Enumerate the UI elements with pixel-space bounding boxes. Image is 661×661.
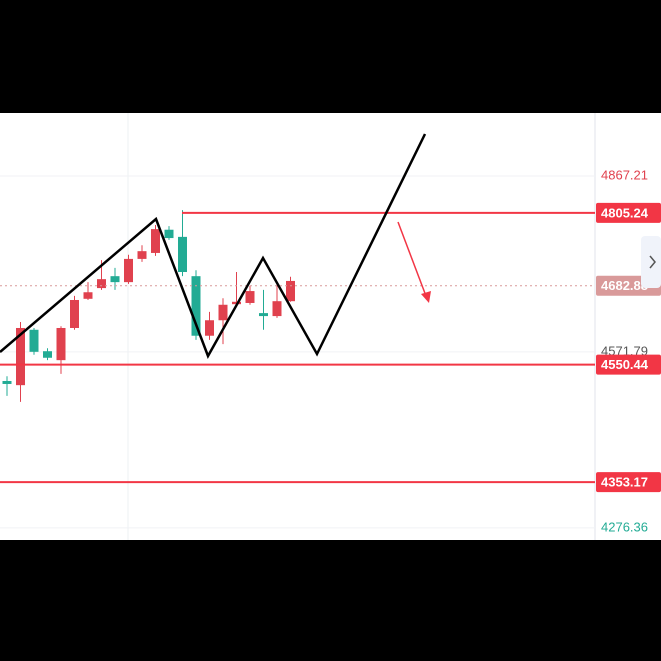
y-tick-label: 4867.21	[601, 167, 648, 182]
candle-body	[178, 236, 187, 273]
candle-body	[218, 304, 228, 321]
candle-body	[110, 276, 120, 283]
candle-body	[151, 229, 160, 253]
chevron-icon	[649, 255, 656, 269]
price-label: 4805.24	[601, 205, 649, 220]
arrow-drawing	[397, 221, 427, 297]
price-label-box	[596, 202, 661, 223]
candle-body	[205, 320, 214, 336]
candle-body	[259, 313, 268, 317]
candle-body	[191, 276, 201, 336]
candle-body	[286, 280, 295, 302]
candle-body	[124, 258, 133, 283]
price-label-box	[596, 472, 661, 493]
scroll-button[interactable]	[641, 236, 661, 288]
candle-body	[164, 229, 174, 239]
candle-body	[137, 251, 147, 259]
candle-body	[16, 327, 25, 386]
candle-body	[56, 327, 66, 361]
candle-body	[83, 292, 93, 299]
pattern-drawing	[0, 133, 427, 359]
y-tick-label: 4276.36	[601, 519, 648, 534]
candle-body	[29, 329, 39, 352]
candle-body	[245, 291, 255, 303]
arrow-head	[421, 291, 431, 303]
candle-body	[43, 351, 52, 358]
price-label-box	[596, 354, 661, 375]
price-label: 4353.17	[601, 475, 648, 490]
candle-body	[272, 301, 282, 317]
candle-body	[97, 279, 106, 289]
price-label: 4550.44	[601, 357, 649, 372]
candle-body	[70, 299, 79, 328]
price-label: 4682.88	[601, 278, 648, 293]
y-tick-label: 4571.79	[601, 343, 648, 358]
candle-body	[2, 380, 12, 384]
